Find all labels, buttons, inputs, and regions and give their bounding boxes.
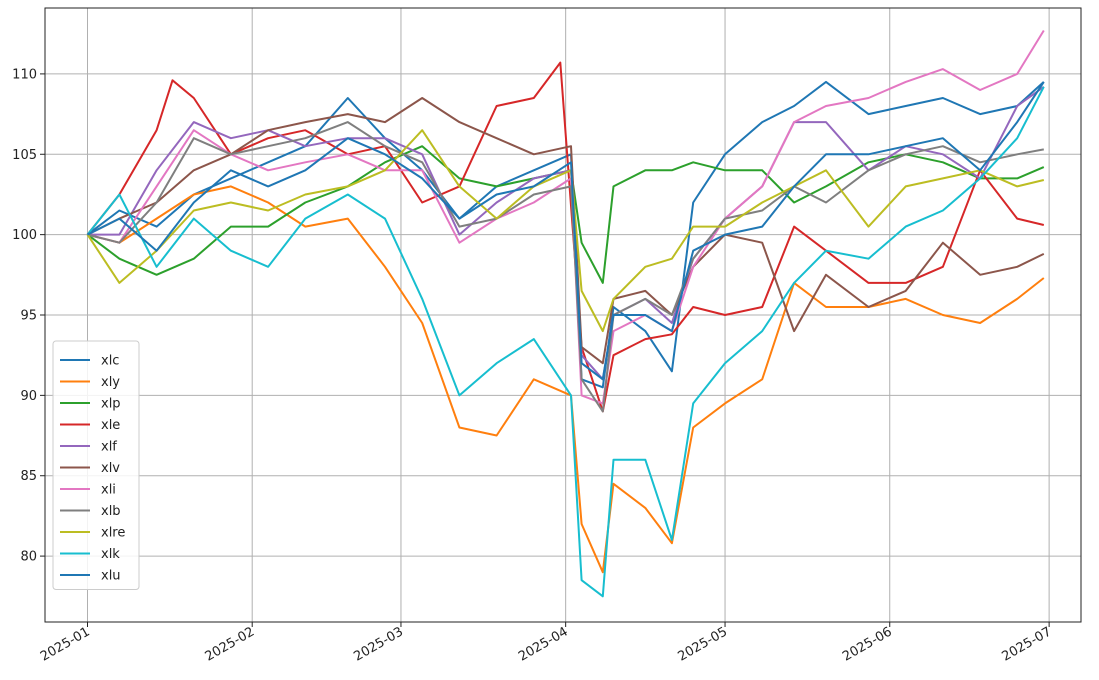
legend-label-xlre: xlre — [101, 526, 125, 541]
legend-box — [52, 340, 140, 590]
y-tick-label: 90 — [20, 389, 37, 404]
y-tick-label: 100 — [12, 228, 37, 243]
legend-label-xlf: xlf — [101, 440, 117, 455]
legend-label-xlv: xlv — [101, 461, 120, 476]
series-line-xlu — [87, 81, 1045, 381]
legend-label-xle: xle — [101, 418, 120, 433]
y-tick-label: 105 — [12, 148, 37, 163]
y-axis: 80 85 90 95 100 105 110 — [12, 67, 45, 565]
series-line-xlb — [87, 121, 1044, 413]
legend-label-xlc: xlc — [101, 354, 119, 369]
legend-label-xlk: xlk — [101, 547, 120, 562]
y-tick-label: 85 — [20, 469, 37, 484]
series-line-xlv — [87, 97, 1045, 365]
legend-label-xly: xly — [101, 375, 120, 390]
legend-label-xlp: xlp — [101, 397, 121, 412]
series-line-xly — [87, 185, 1045, 574]
series-line-xli — [87, 29, 1045, 405]
series-line-xlre — [86, 129, 1045, 333]
y-tick-label: 95 — [20, 309, 37, 324]
legend: xlc xly xlp xle xlf xlv xli xlb xlre xlk xlu — [52, 340, 140, 590]
y-tick-label: 80 — [20, 550, 37, 565]
y-tick-label: 110 — [12, 67, 37, 82]
series-line-xlc — [86, 80, 1045, 389]
legend-label-xlb: xlb — [101, 504, 121, 519]
legend-label-xlu: xlu — [101, 569, 121, 584]
series-line-xlf — [87, 85, 1045, 381]
series-lines — [86, 29, 1045, 598]
grid — [45, 8, 1081, 622]
series-line-xlk — [86, 86, 1045, 598]
series-line-xlp — [86, 145, 1045, 284]
legend-label-xli: xli — [101, 483, 116, 498]
